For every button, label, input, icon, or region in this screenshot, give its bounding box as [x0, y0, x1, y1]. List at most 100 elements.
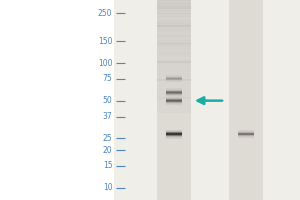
Bar [166, 95, 182, 96]
Bar [157, 42, 191, 43]
Text: 25: 25 [103, 134, 112, 143]
Bar [157, 109, 191, 110]
Bar [166, 89, 182, 90]
Bar [157, 49, 191, 50]
Bar [157, 96, 191, 97]
Bar [157, 84, 191, 85]
Bar [157, 59, 191, 60]
Bar [166, 137, 182, 138]
Bar [157, 1, 191, 2]
Bar [157, 33, 191, 34]
Bar [157, 13, 191, 14]
Bar [157, 79, 191, 81]
Bar [166, 104, 182, 105]
Bar [157, 75, 191, 76]
Bar [157, 82, 191, 83]
Bar [157, 43, 191, 44]
Bar [157, 12, 191, 13]
Bar [157, 81, 191, 82]
Bar [166, 131, 182, 132]
Bar [157, 7, 191, 9]
Text: 20: 20 [103, 146, 112, 155]
Bar [157, 86, 191, 87]
Bar [157, 79, 191, 80]
Bar [157, 46, 191, 47]
Bar [157, 110, 191, 111]
Bar [157, 63, 191, 64]
Bar [157, 38, 191, 39]
Bar [166, 92, 182, 93]
Bar [166, 133, 182, 134]
Bar [157, 54, 191, 55]
Bar [157, 34, 191, 35]
Bar [157, 21, 191, 22]
Bar [157, 62, 191, 63]
Bar [157, 16, 191, 17]
Bar [166, 103, 182, 104]
Bar [157, 97, 191, 98]
Bar [166, 90, 182, 91]
Text: 75: 75 [103, 74, 112, 83]
Bar [114, 0, 300, 200]
Bar [166, 98, 182, 99]
Bar [157, 104, 191, 105]
Bar [157, 14, 191, 15]
Bar [166, 88, 182, 89]
Bar [157, 94, 191, 95]
Bar [157, 30, 191, 31]
Bar [166, 96, 182, 97]
Bar [157, 64, 191, 65]
Bar [157, 70, 191, 71]
Bar [157, 52, 191, 53]
Bar [157, 25, 191, 27]
Bar [157, 18, 191, 19]
Bar [157, 83, 191, 84]
Text: 50: 50 [103, 96, 112, 105]
Bar [157, 102, 191, 103]
Bar [166, 132, 182, 133]
Bar [157, 72, 191, 73]
Bar [166, 134, 182, 135]
Bar [157, 27, 191, 28]
Bar [157, 44, 191, 45]
Bar [157, 25, 191, 26]
Bar [166, 95, 182, 96]
Bar [166, 97, 182, 98]
Bar [157, 0, 191, 200]
Bar [157, 76, 191, 77]
Bar [157, 58, 191, 59]
Bar [157, 51, 191, 52]
Bar [157, 22, 191, 23]
Bar [157, 5, 191, 6]
Bar [157, 99, 191, 100]
Bar [157, 60, 191, 61]
Text: 15: 15 [103, 161, 112, 170]
Bar [166, 94, 182, 95]
Bar [157, 78, 191, 79]
Bar [157, 47, 191, 48]
Bar [229, 0, 263, 200]
Bar [157, 98, 191, 99]
Bar [157, 77, 191, 78]
Bar [157, 41, 191, 42]
Bar [157, 68, 191, 69]
Bar [157, 43, 191, 45]
Bar [157, 91, 191, 92]
Bar [157, 29, 191, 30]
Text: 100: 100 [98, 59, 112, 68]
Bar [157, 31, 191, 32]
Bar [157, 19, 191, 20]
Bar [166, 138, 182, 139]
Bar [157, 55, 191, 56]
Bar [166, 91, 182, 92]
Bar [157, 6, 191, 7]
Bar [166, 101, 182, 102]
Bar [157, 11, 191, 12]
Bar [157, 15, 191, 16]
Bar [157, 87, 191, 88]
Bar [157, 67, 191, 68]
Bar [157, 2, 191, 3]
Bar [166, 135, 182, 136]
Bar [157, 40, 191, 41]
Text: 250: 250 [98, 9, 112, 18]
